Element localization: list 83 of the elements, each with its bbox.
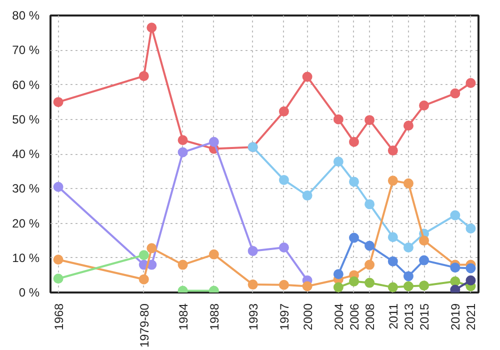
point [178,135,188,146]
point [138,274,149,284]
point [248,246,258,256]
point [450,88,460,98]
y-tick-label: 10 % [12,250,40,265]
point [53,274,64,284]
point [388,232,398,242]
x-tick-label: 1997 [277,303,292,330]
point [466,263,476,274]
y-tick-label: 30 % [12,182,40,196]
y-tick-label: 60 % [12,78,40,92]
point [388,282,398,292]
point [53,97,64,108]
point [364,115,375,126]
y-tick-label: 0 % [18,286,40,300]
point [450,276,460,286]
point [364,240,375,251]
point [364,260,375,270]
point [419,280,430,291]
point [403,271,414,282]
x-tick-label: 2015 [418,303,432,330]
point [388,176,398,186]
x-tick-label: 2004 [332,303,346,330]
point [419,255,430,266]
point [278,174,289,185]
point [333,114,344,124]
point [178,260,188,270]
point [278,242,289,252]
point [348,232,359,243]
point [466,223,476,234]
point [208,136,219,147]
point [178,147,188,158]
point [278,106,289,116]
x-tick-label: 2000 [300,303,315,330]
point [138,71,149,82]
point [388,256,398,266]
x-tick-label: 2019 [448,303,463,330]
point [138,250,149,260]
x-tick-label: 1988 [207,303,222,330]
point [278,280,289,290]
point [450,262,460,273]
point [302,281,312,292]
x-tick-label: 2021 [464,303,478,330]
point [450,284,460,292]
y-tick-label: 70 % [12,43,40,58]
y-tick-label: 40 % [12,147,40,161]
point [333,282,344,292]
point [333,269,344,280]
point [248,280,258,290]
x-tick-label: 1993 [246,303,260,330]
point [403,120,414,131]
point [348,176,359,187]
point [466,275,476,286]
y-tick-label: 80 % [12,8,40,22]
point [333,156,344,167]
point [53,182,64,192]
point [466,78,476,88]
point [403,242,414,252]
x-tick-label: 2006 [347,303,362,330]
x-tick-label: 2011 [386,303,400,330]
point [419,236,430,246]
point [348,276,359,286]
x-tick-label: 1979-80 [137,303,152,348]
point [364,278,375,288]
point [364,199,375,210]
point [348,136,359,147]
point [403,281,414,292]
point [302,190,312,201]
point [302,72,312,82]
point [146,243,157,254]
point [403,178,414,188]
y-tick-label: 20 % [12,216,40,230]
x-tick-label: 1984 [176,303,190,330]
point [146,22,157,33]
x-tick-label: 1968 [52,303,66,330]
x-tick-label: 2008 [363,303,378,330]
x-tick-label: 2013 [402,303,416,330]
point [388,146,398,156]
point [53,254,64,265]
point [208,249,219,260]
point [450,210,460,220]
point [419,100,430,111]
y-tick-label: 50 % [12,112,40,126]
